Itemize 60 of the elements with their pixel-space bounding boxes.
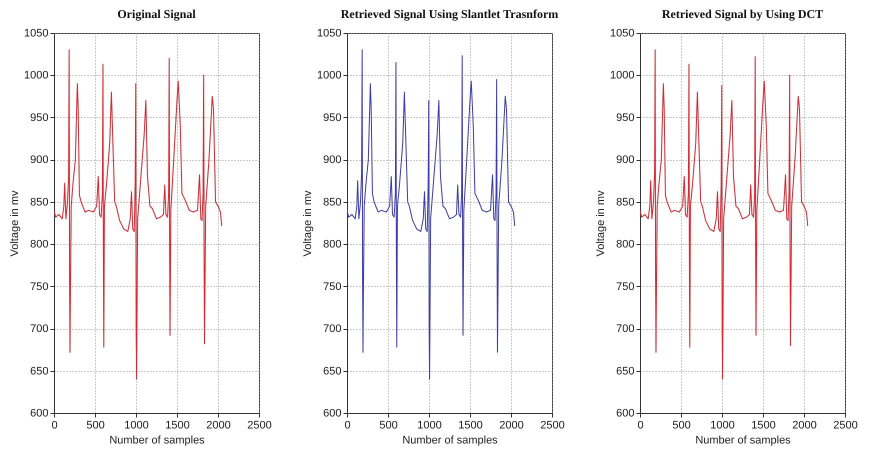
y-tick-label: 850: [30, 196, 48, 208]
y-tick-label: 700: [30, 323, 48, 336]
y-tick-label: 1050: [317, 28, 342, 40]
x-axis-title: Number of samples: [109, 434, 206, 446]
y-tick-label: 1000: [317, 70, 342, 82]
y-tick-label: 800: [30, 238, 48, 251]
y-tick-label: 600: [616, 408, 634, 420]
x-tick-label: 0: [51, 420, 58, 432]
x-tick-label: 1000: [417, 420, 442, 432]
y-tick-label: 900: [323, 154, 342, 166]
y-tick-label: 700: [323, 323, 342, 336]
y-tick-label: 800: [616, 238, 634, 251]
y-tick-label: 950: [616, 112, 634, 124]
line-series: [347, 49, 516, 380]
chart-title: Retrieved Signal by Using DCT: [662, 7, 824, 21]
y-axis-title: Voltage in mv: [302, 190, 314, 257]
x-tick-label: 0: [344, 420, 351, 432]
x-tick-label: 500: [86, 420, 105, 432]
x-tick-label: 2000: [792, 420, 817, 432]
x-tick-label: 500: [672, 420, 691, 432]
y-axis-title: Voltage in mv: [9, 190, 22, 257]
x-tick-label: 2500: [833, 420, 858, 432]
x-tick-label: 2500: [540, 420, 565, 432]
x-tick-label: 0: [637, 420, 644, 432]
y-tick-label: 600: [30, 408, 48, 420]
x-axis-title: Number of samples: [695, 434, 792, 446]
y-tick-label: 950: [30, 112, 48, 124]
y-tick-label: 900: [30, 154, 48, 166]
y-axis-title: Voltage in mv: [595, 190, 608, 257]
chart-title: Retrieved Signal Using Slantlet Trasnform: [340, 7, 558, 21]
y-tick-label: 900: [616, 154, 634, 166]
x-axis-title: Number of samples: [402, 434, 498, 446]
x-tick-label: 1500: [458, 420, 483, 432]
y-tick-label: 1050: [24, 28, 48, 40]
y-tick-label: 800: [323, 238, 342, 251]
y-tick-label: 750: [323, 280, 342, 293]
y-tick-label: 850: [616, 196, 634, 208]
y-tick-label: 750: [30, 280, 48, 293]
x-tick-label: 2500: [247, 420, 272, 432]
y-tick-label: 1000: [610, 70, 634, 82]
x-tick-label: 1500: [165, 420, 190, 432]
x-tick-label: 1000: [710, 420, 735, 432]
y-tick-label: 1000: [24, 70, 48, 82]
y-tick-label: 650: [616, 365, 634, 378]
y-tick-label: 650: [323, 365, 342, 378]
y-tick-label: 650: [30, 365, 48, 378]
x-tick-label: 500: [379, 420, 398, 432]
line-series: [54, 49, 222, 380]
line-series: [640, 49, 808, 380]
chart-title: Original Signal: [117, 7, 196, 21]
y-tick-label: 700: [616, 323, 634, 336]
y-tick-label: 750: [616, 280, 634, 293]
x-tick-label: 2000: [499, 420, 524, 432]
x-tick-label: 2000: [206, 420, 231, 432]
x-tick-label: 1500: [751, 420, 776, 432]
x-tick-label: 1000: [124, 420, 149, 432]
y-tick-label: 1050: [610, 28, 634, 40]
y-tick-label: 850: [323, 196, 342, 208]
y-tick-label: 950: [323, 112, 342, 124]
y-tick-label: 600: [323, 408, 342, 420]
